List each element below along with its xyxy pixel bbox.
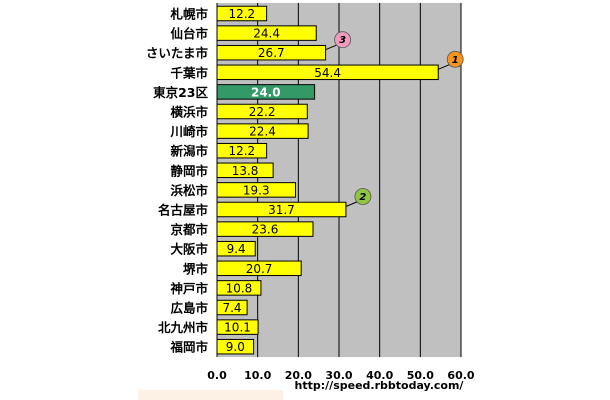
- bar: [216, 201, 347, 218]
- category-label: 川崎市: [169, 124, 208, 139]
- bar-value-label: 9.4: [227, 242, 246, 256]
- bar: [216, 64, 439, 81]
- category-label: 札幌市: [169, 7, 208, 22]
- rank-badge: [334, 31, 351, 49]
- category-label: 北九州市: [158, 320, 209, 335]
- x-tick-label: 20.0: [285, 369, 312, 382]
- bar: [216, 280, 262, 296]
- category-label: 広島市: [170, 301, 208, 316]
- source-url: http://speed.rbbtoday.com/: [294, 379, 464, 392]
- rank-number: 1: [452, 55, 459, 66]
- category-label: 名古屋市: [158, 203, 209, 218]
- x-tick-label: 50.0: [407, 369, 434, 382]
- bar: [216, 44, 327, 61]
- bar-value-label: 7.4: [222, 301, 241, 315]
- bar-value-label: 13.8: [232, 164, 259, 178]
- bar-value-label: 24.0: [251, 85, 281, 99]
- category-label: 横浜市: [170, 105, 208, 120]
- x-tick-label: 10.0: [244, 369, 271, 382]
- category-label: 福岡市: [169, 340, 208, 355]
- category-label: 堺市: [183, 261, 209, 276]
- source-highlight-box: [138, 390, 283, 400]
- bar-value-label: 26.7: [258, 46, 285, 60]
- x-tick-label: 40.0: [366, 369, 393, 382]
- bar: [216, 182, 296, 198]
- rank-pointer: [345, 201, 359, 207]
- bar-value-label: 31.7: [268, 203, 295, 217]
- bar: [216, 103, 308, 120]
- category-label: 神戸市: [170, 281, 208, 296]
- bar-value-label: 22.4: [249, 125, 276, 139]
- category-label: 大阪市: [170, 242, 208, 257]
- category-label: 京都市: [170, 222, 208, 237]
- rank-number: 2: [359, 192, 366, 203]
- bar-value-label: 23.6: [252, 223, 279, 237]
- bar-value-label: 10.1: [224, 321, 251, 335]
- x-tick-label: 0.0: [207, 369, 227, 382]
- bar-value-label: 10.8: [226, 281, 253, 295]
- bar-value-label: 12.2: [228, 7, 255, 21]
- rank-badge: [354, 188, 372, 205]
- bar: [216, 240, 256, 257]
- rank-badge: [446, 50, 464, 68]
- rank-number: 3: [339, 35, 346, 46]
- category-label: 千葉市: [170, 65, 208, 80]
- category-label: 新潟市: [170, 144, 208, 159]
- bar: [216, 299, 248, 316]
- bar: [216, 5, 268, 22]
- bar: [216, 162, 274, 179]
- bar: [216, 123, 309, 139]
- bar-value-label: 24.4: [253, 27, 280, 41]
- category-label: 東京23区: [153, 85, 208, 100]
- x-tick-label: 60.0: [447, 369, 474, 382]
- category-label: 浜松市: [170, 183, 208, 198]
- bar-value-label: 54.4: [314, 66, 341, 80]
- bar: [216, 338, 255, 355]
- bar-value-label: 19.3: [243, 183, 270, 197]
- rank-pointer: [325, 44, 338, 51]
- bar: [216, 84, 316, 100]
- x-tick-label: 30.0: [325, 369, 352, 382]
- category-label: 仙台市: [170, 26, 208, 41]
- bar-value-label: 12.2: [228, 144, 255, 158]
- bar: [216, 260, 302, 277]
- bar: [216, 25, 317, 41]
- category-label: 静岡市: [170, 163, 208, 178]
- bar-value-label: 20.7: [246, 262, 273, 276]
- bar: [216, 142, 268, 159]
- bar: [216, 221, 314, 237]
- rank-pointer: [438, 63, 451, 70]
- category-label: さいたま市: [146, 46, 209, 61]
- bar-value-label: 22.2: [249, 105, 276, 119]
- bar: [216, 319, 259, 335]
- bar-value-label: 9.0: [226, 340, 245, 354]
